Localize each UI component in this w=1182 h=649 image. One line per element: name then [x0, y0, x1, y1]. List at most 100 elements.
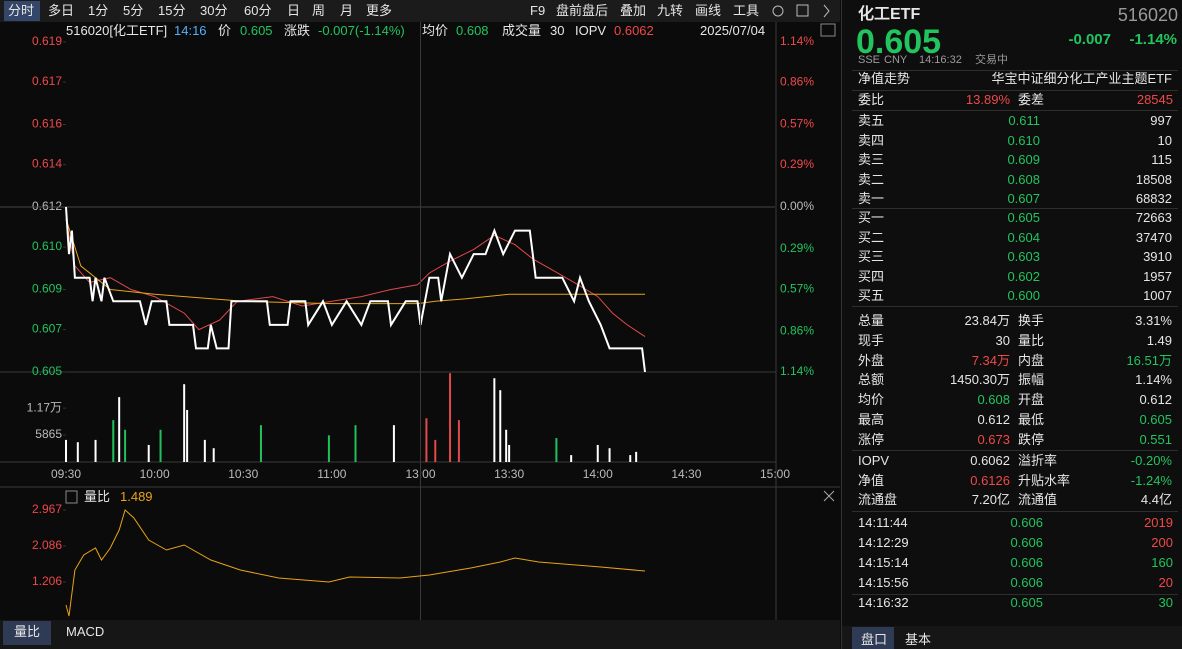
info-code: 516020[化工ETF] [66, 23, 168, 38]
info-avg: 0.608 [456, 23, 489, 38]
x-tick-label: 10:30 [228, 467, 258, 481]
stat-value: 30 [995, 332, 1010, 348]
close-icon[interactable] [823, 490, 835, 502]
tool-button[interactable]: F9 [530, 3, 546, 18]
stat-label: 开盘 [1018, 392, 1045, 408]
period-tab[interactable]: 周 [312, 3, 326, 18]
security-code: 516020 [1117, 5, 1178, 25]
period-tab[interactable]: 30分 [200, 3, 228, 18]
info-price-label: 价 [218, 23, 232, 38]
period-tab[interactable]: 多日 [48, 3, 75, 18]
stat-label: 跌停 [1018, 431, 1045, 447]
tool-button[interactable]: 盘前盘后 [556, 3, 609, 18]
info-iopv: 0.6062 [614, 23, 654, 38]
stat-label: 内盘 [1018, 352, 1045, 368]
volume-bar [608, 448, 611, 462]
meta-currency: CNY [884, 54, 908, 66]
indicator-tab[interactable]: 量比 [14, 624, 41, 639]
y-tick-label: 0.614 [32, 157, 62, 171]
fund-name: 华宝中证细分化工产业主题ETF [991, 71, 1172, 86]
divider [852, 450, 1178, 451]
y-tick-label: 0.605 [32, 364, 62, 378]
x-tick-label: 13:30 [494, 467, 524, 481]
tool-button[interactable]: 九转 [657, 3, 684, 18]
panel-tab[interactable]: 盘口 [861, 632, 888, 647]
book-label: 买一 [858, 210, 885, 225]
stat-value: 1450.30万 [950, 372, 1010, 388]
stat-value: 1.49 [1146, 332, 1172, 348]
trade-price: 0.606 [1010, 535, 1043, 550]
volume-bar [65, 439, 67, 462]
stat-label: 现手 [858, 332, 885, 348]
change-pct: -1.14% [1129, 31, 1177, 48]
nav-value: -0.20% [1130, 453, 1172, 468]
y-tick-label: 2.086 [32, 538, 62, 552]
period-tab[interactable]: 15分 [158, 3, 186, 18]
volume-bar [259, 425, 262, 462]
indicator-tab[interactable]: MACD [66, 624, 105, 639]
tool-button[interactable]: 画线 [695, 3, 722, 18]
period-tab[interactable]: 月 [340, 3, 354, 18]
series-line [65, 218, 645, 305]
book-volume: 3910 [1143, 249, 1172, 264]
stat-value: 3.31% [1135, 313, 1172, 328]
info-avg-label: 均价 [422, 23, 449, 38]
period-tab[interactable]: 5分 [123, 3, 144, 18]
volume-bar [596, 444, 599, 462]
stat-value: 0.612 [977, 412, 1010, 427]
tool-button[interactable]: 工具 [733, 3, 760, 18]
book-volume: 1007 [1143, 288, 1172, 303]
next-icon[interactable] [823, 4, 830, 18]
volume-bar [76, 442, 79, 462]
x-tick-label: 15:00 [760, 467, 790, 481]
period-tab[interactable]: 更多 [366, 3, 393, 18]
volume-bar [505, 429, 508, 462]
nav-label: 升贴水率 [1018, 472, 1071, 488]
stat-label: 最低 [1018, 412, 1045, 427]
tool-button[interactable]: 叠加 [620, 3, 647, 18]
quote-panel [841, 0, 1182, 649]
period-tab[interactable]: 分时 [8, 3, 35, 18]
volume-bar [147, 444, 150, 462]
volume-bar [392, 425, 395, 462]
trade-time: 14:15:56 [858, 575, 909, 590]
book-label: 卖一 [858, 191, 885, 206]
book-label: 卖三 [858, 152, 885, 167]
stat-label: 外盘 [858, 352, 885, 368]
info-vol-label: 成交量 [502, 23, 542, 38]
nav-value: 7.20亿 [971, 492, 1010, 507]
help-icon[interactable] [65, 490, 78, 504]
y-tick-label: 0.619 [32, 34, 62, 48]
book-volume: 10 [1157, 132, 1172, 148]
trade-volume: 200 [1151, 535, 1173, 550]
period-tab[interactable]: 60分 [244, 3, 272, 18]
book-price: 0.609 [1007, 152, 1040, 167]
info-vol: 30 [550, 23, 565, 38]
y2-tick-label: 1.14% [780, 34, 814, 48]
trade-time: 14:12:29 [858, 535, 909, 550]
y-tick-label: 0.616 [32, 117, 62, 131]
stat-value: 16.51万 [1126, 352, 1172, 368]
window-icon[interactable] [796, 4, 809, 17]
info-change: -0.007(-1.14%) [318, 23, 405, 38]
x-tick-label: 14:00 [583, 467, 613, 481]
stat-label: 涨停 [858, 431, 885, 447]
y2-tick-label: 0.00% [780, 199, 814, 213]
stat-value: 0.551 [1139, 431, 1172, 447]
book-volume: 72663 [1135, 210, 1172, 225]
y-tick-label: 0.607 [32, 322, 62, 336]
divider [852, 594, 1178, 595]
nav-label: 净值 [858, 472, 885, 488]
volume-bar [425, 418, 428, 462]
y-tick-label: 0.609 [32, 282, 62, 296]
settings-icon[interactable] [772, 5, 784, 17]
period-tab[interactable]: 日 [287, 3, 301, 18]
trade-time: 14:11:44 [858, 515, 908, 530]
stat-value: 7.34万 [971, 352, 1010, 368]
panel-tab[interactable]: 基本 [905, 632, 932, 647]
nav-trend[interactable]: 净值走势 [858, 71, 911, 86]
security-name: 化工ETF [858, 6, 921, 23]
divider [852, 110, 1178, 111]
nav-value: 0.6062 [970, 453, 1010, 468]
period-tab[interactable]: 1分 [88, 3, 109, 18]
